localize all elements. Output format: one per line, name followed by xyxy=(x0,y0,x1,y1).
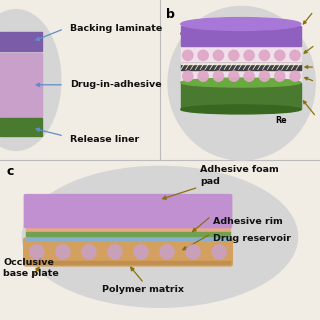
Text: Re: Re xyxy=(275,116,287,125)
Text: b: b xyxy=(166,8,175,21)
Bar xyxy=(181,46,301,64)
Bar xyxy=(26,220,230,232)
Text: Polymer matrix: Polymer matrix xyxy=(102,285,184,294)
Circle shape xyxy=(108,245,122,259)
Ellipse shape xyxy=(22,166,298,307)
Bar xyxy=(181,70,301,83)
Bar xyxy=(181,83,301,109)
Circle shape xyxy=(212,245,226,259)
Circle shape xyxy=(244,71,254,81)
Circle shape xyxy=(213,50,224,60)
Ellipse shape xyxy=(181,28,301,39)
FancyBboxPatch shape xyxy=(24,195,232,228)
Circle shape xyxy=(290,50,300,60)
Bar xyxy=(26,261,230,264)
Circle shape xyxy=(259,50,269,60)
Bar xyxy=(0,53,42,117)
Ellipse shape xyxy=(181,105,301,114)
Circle shape xyxy=(134,245,148,259)
Circle shape xyxy=(160,245,174,259)
Text: Backing laminate: Backing laminate xyxy=(70,24,163,33)
Bar xyxy=(181,63,301,70)
Bar xyxy=(26,236,230,240)
Circle shape xyxy=(229,71,239,81)
Text: Adhesive rim: Adhesive rim xyxy=(213,217,283,226)
FancyBboxPatch shape xyxy=(24,238,232,266)
Bar xyxy=(0,118,42,136)
Text: Occlusive
base plate: Occlusive base plate xyxy=(3,258,59,278)
Bar xyxy=(26,232,230,236)
Circle shape xyxy=(275,71,285,81)
Circle shape xyxy=(183,71,193,81)
Circle shape xyxy=(275,50,285,60)
Bar xyxy=(181,26,301,46)
Circle shape xyxy=(82,245,96,259)
Bar xyxy=(0,32,42,51)
Circle shape xyxy=(259,71,269,81)
Circle shape xyxy=(30,245,44,259)
Text: c: c xyxy=(6,165,14,178)
Circle shape xyxy=(183,50,193,60)
Ellipse shape xyxy=(181,78,301,87)
Text: Release liner: Release liner xyxy=(70,135,140,144)
Circle shape xyxy=(186,245,200,259)
Circle shape xyxy=(198,71,208,81)
Circle shape xyxy=(213,71,224,81)
Text: Drug reservoir: Drug reservoir xyxy=(213,234,291,243)
Circle shape xyxy=(229,50,239,60)
Circle shape xyxy=(290,71,300,81)
Circle shape xyxy=(198,50,208,60)
Text: Drug-in-adhesive: Drug-in-adhesive xyxy=(70,80,162,89)
Bar xyxy=(181,63,301,64)
Ellipse shape xyxy=(181,18,301,30)
Ellipse shape xyxy=(0,10,61,150)
Text: Adhesive foam
pad: Adhesive foam pad xyxy=(200,165,279,186)
Ellipse shape xyxy=(168,6,315,160)
Circle shape xyxy=(244,50,254,60)
Circle shape xyxy=(56,245,70,259)
